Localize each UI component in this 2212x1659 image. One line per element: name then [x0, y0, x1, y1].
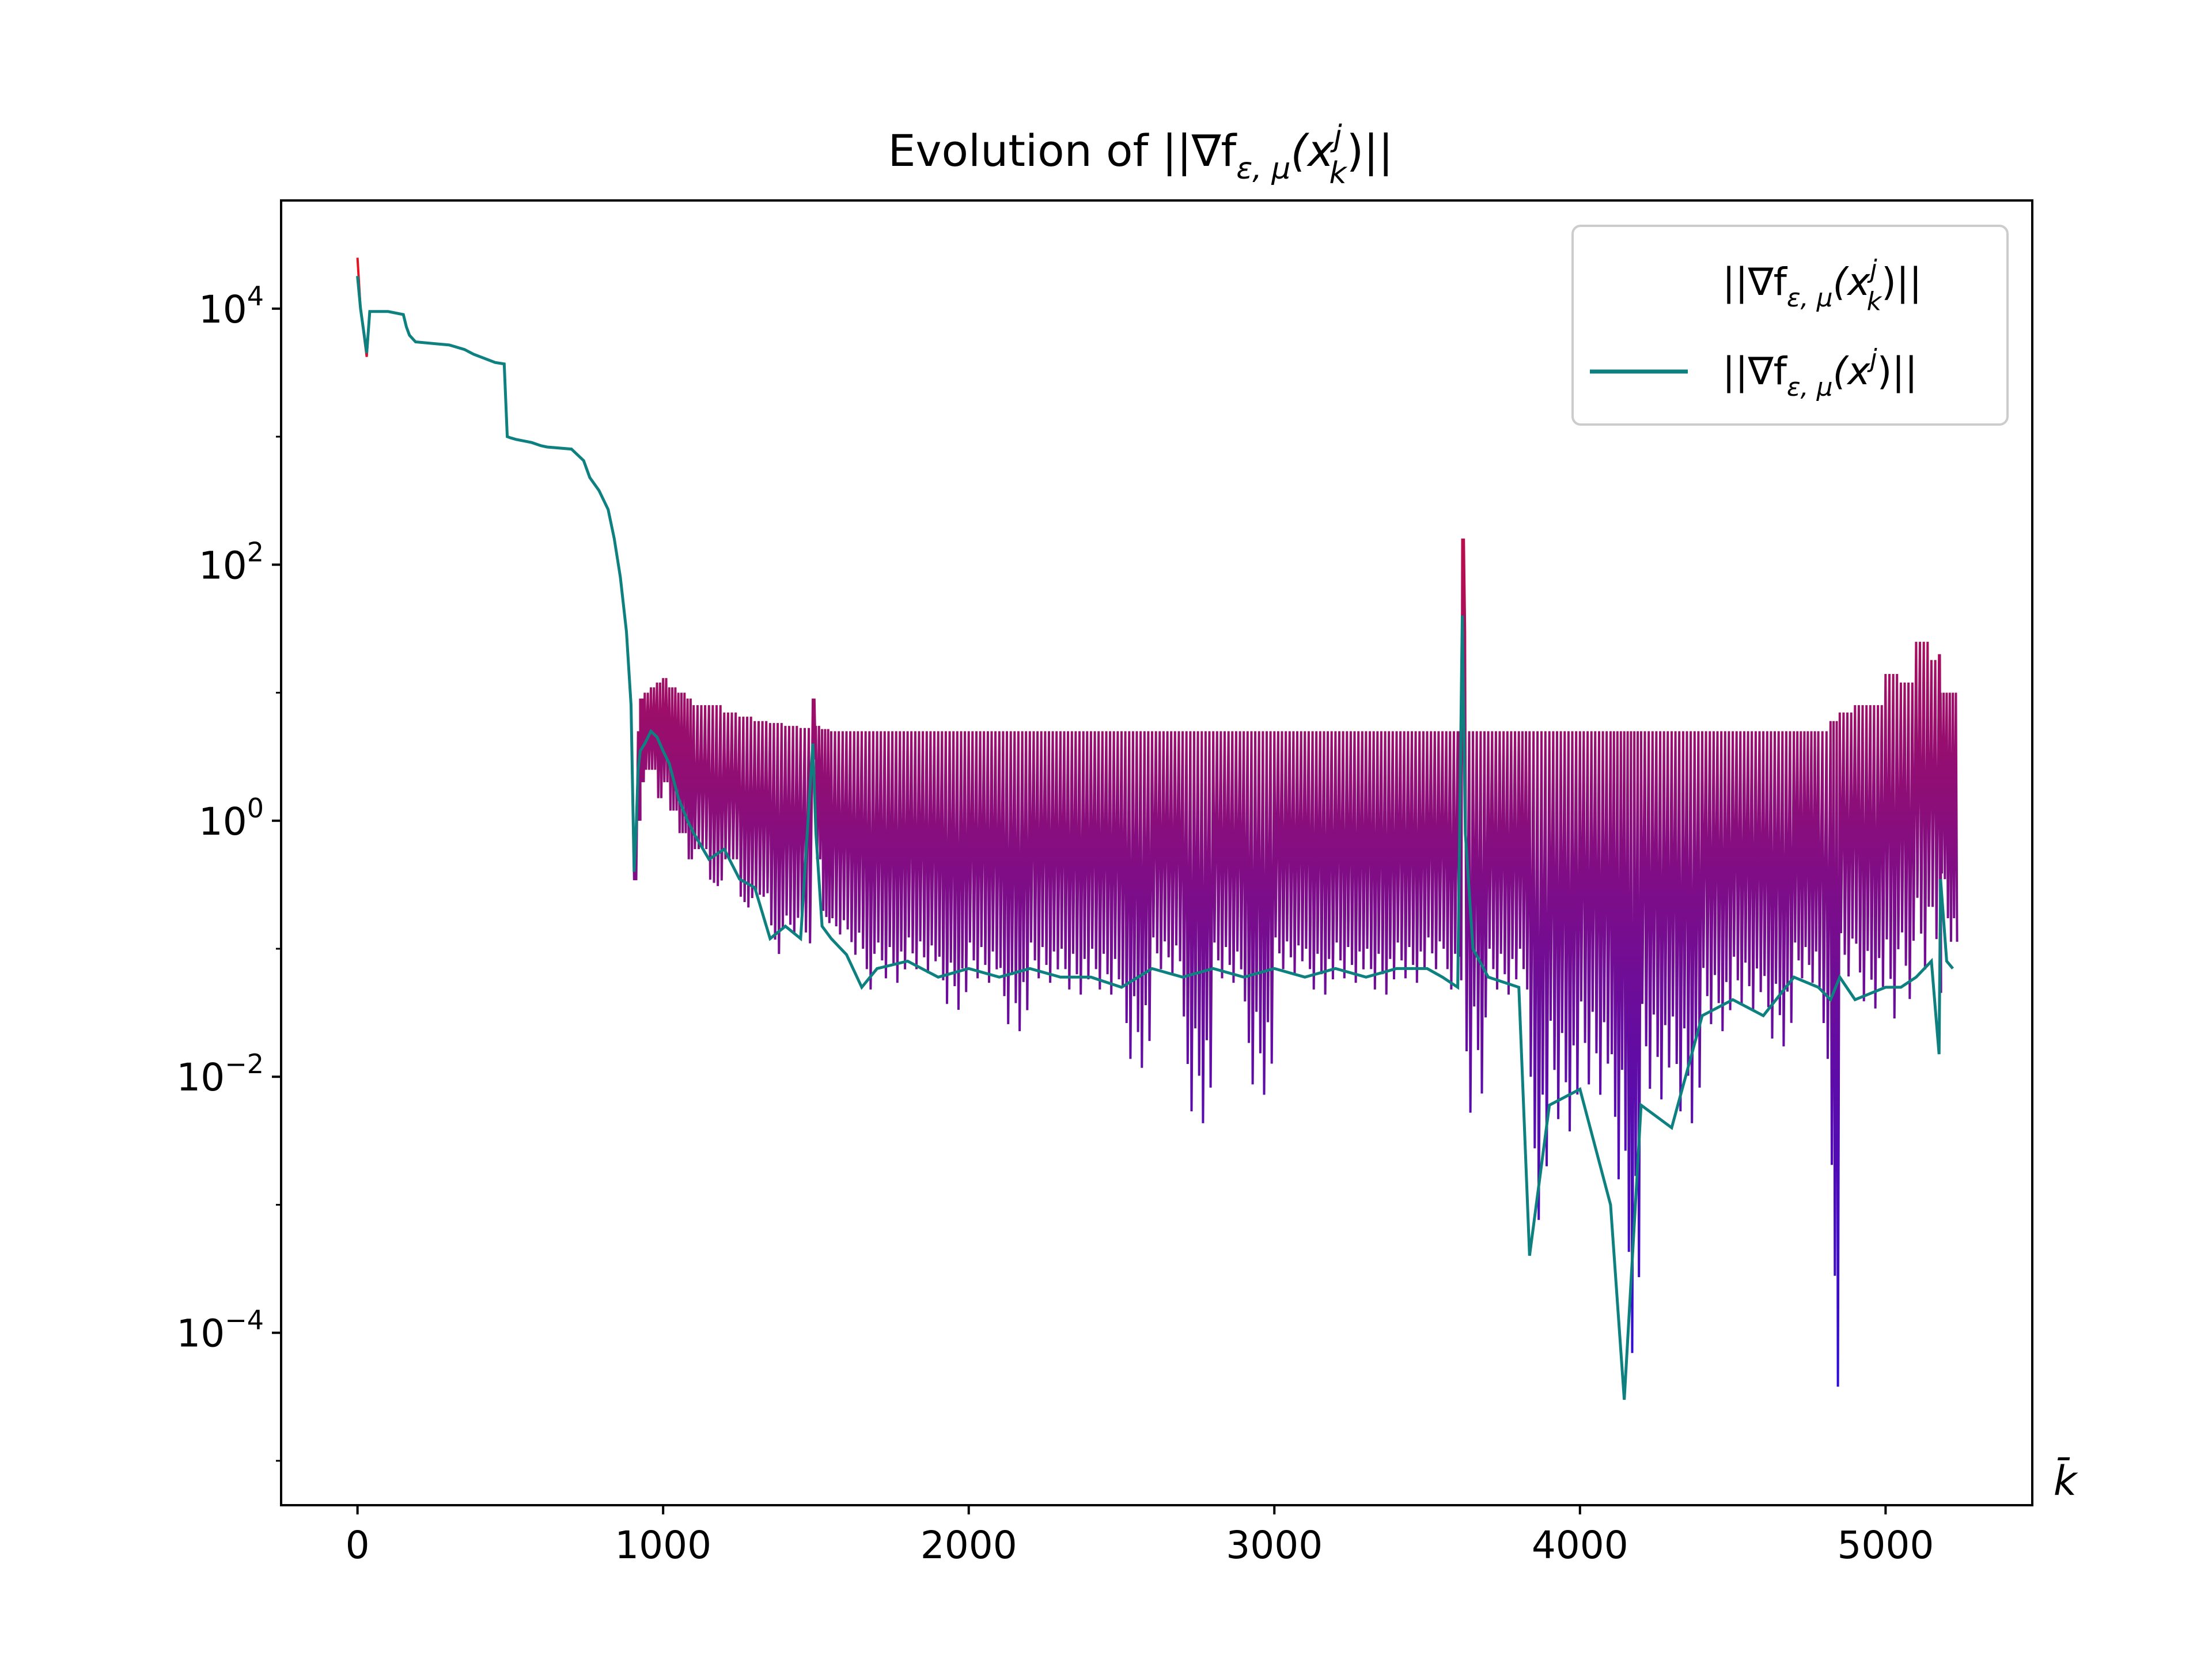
y-axis: 104 102 100 10−2 10−4 [176, 281, 281, 1462]
x-tick-label: 1000 [615, 1523, 711, 1567]
legend-label-series-2: ||∇fε, μ(xj)|| [1722, 344, 1918, 402]
y-tick-label: 10−2 [176, 1048, 264, 1100]
x-tick-label: 0 [346, 1523, 370, 1567]
y-tick-label: 10−4 [176, 1305, 264, 1356]
y-tick-label: 100 [199, 793, 264, 844]
y-tick-label: 104 [199, 281, 264, 332]
legend-label-series-1: ||∇fε, μ(xj k)|| [1722, 255, 1922, 316]
legend-box [1571, 225, 2009, 426]
x-axis: 0 1000 2000 3000 4000 5000 [346, 1505, 1934, 1567]
y-tick-label: 102 [199, 536, 264, 588]
x-axis-label: k̄ [2054, 1457, 2078, 1505]
legend: ||∇fε, μ(xj k)|| ||∇fε, μ(xj)|| [1571, 225, 2009, 426]
series-layer [356, 257, 1959, 1400]
x-tick-label: 5000 [1837, 1523, 1934, 1567]
series-line-gradient [356, 257, 1959, 1387]
x-tick-label: 4000 [1532, 1523, 1628, 1567]
x-tick-label: 3000 [1226, 1523, 1323, 1567]
series-line-teal [356, 275, 1955, 1400]
x-tick-label: 2000 [921, 1523, 1017, 1567]
chart-title: Evolution of ||∇fε, μ(xj k)|| [888, 119, 1393, 191]
